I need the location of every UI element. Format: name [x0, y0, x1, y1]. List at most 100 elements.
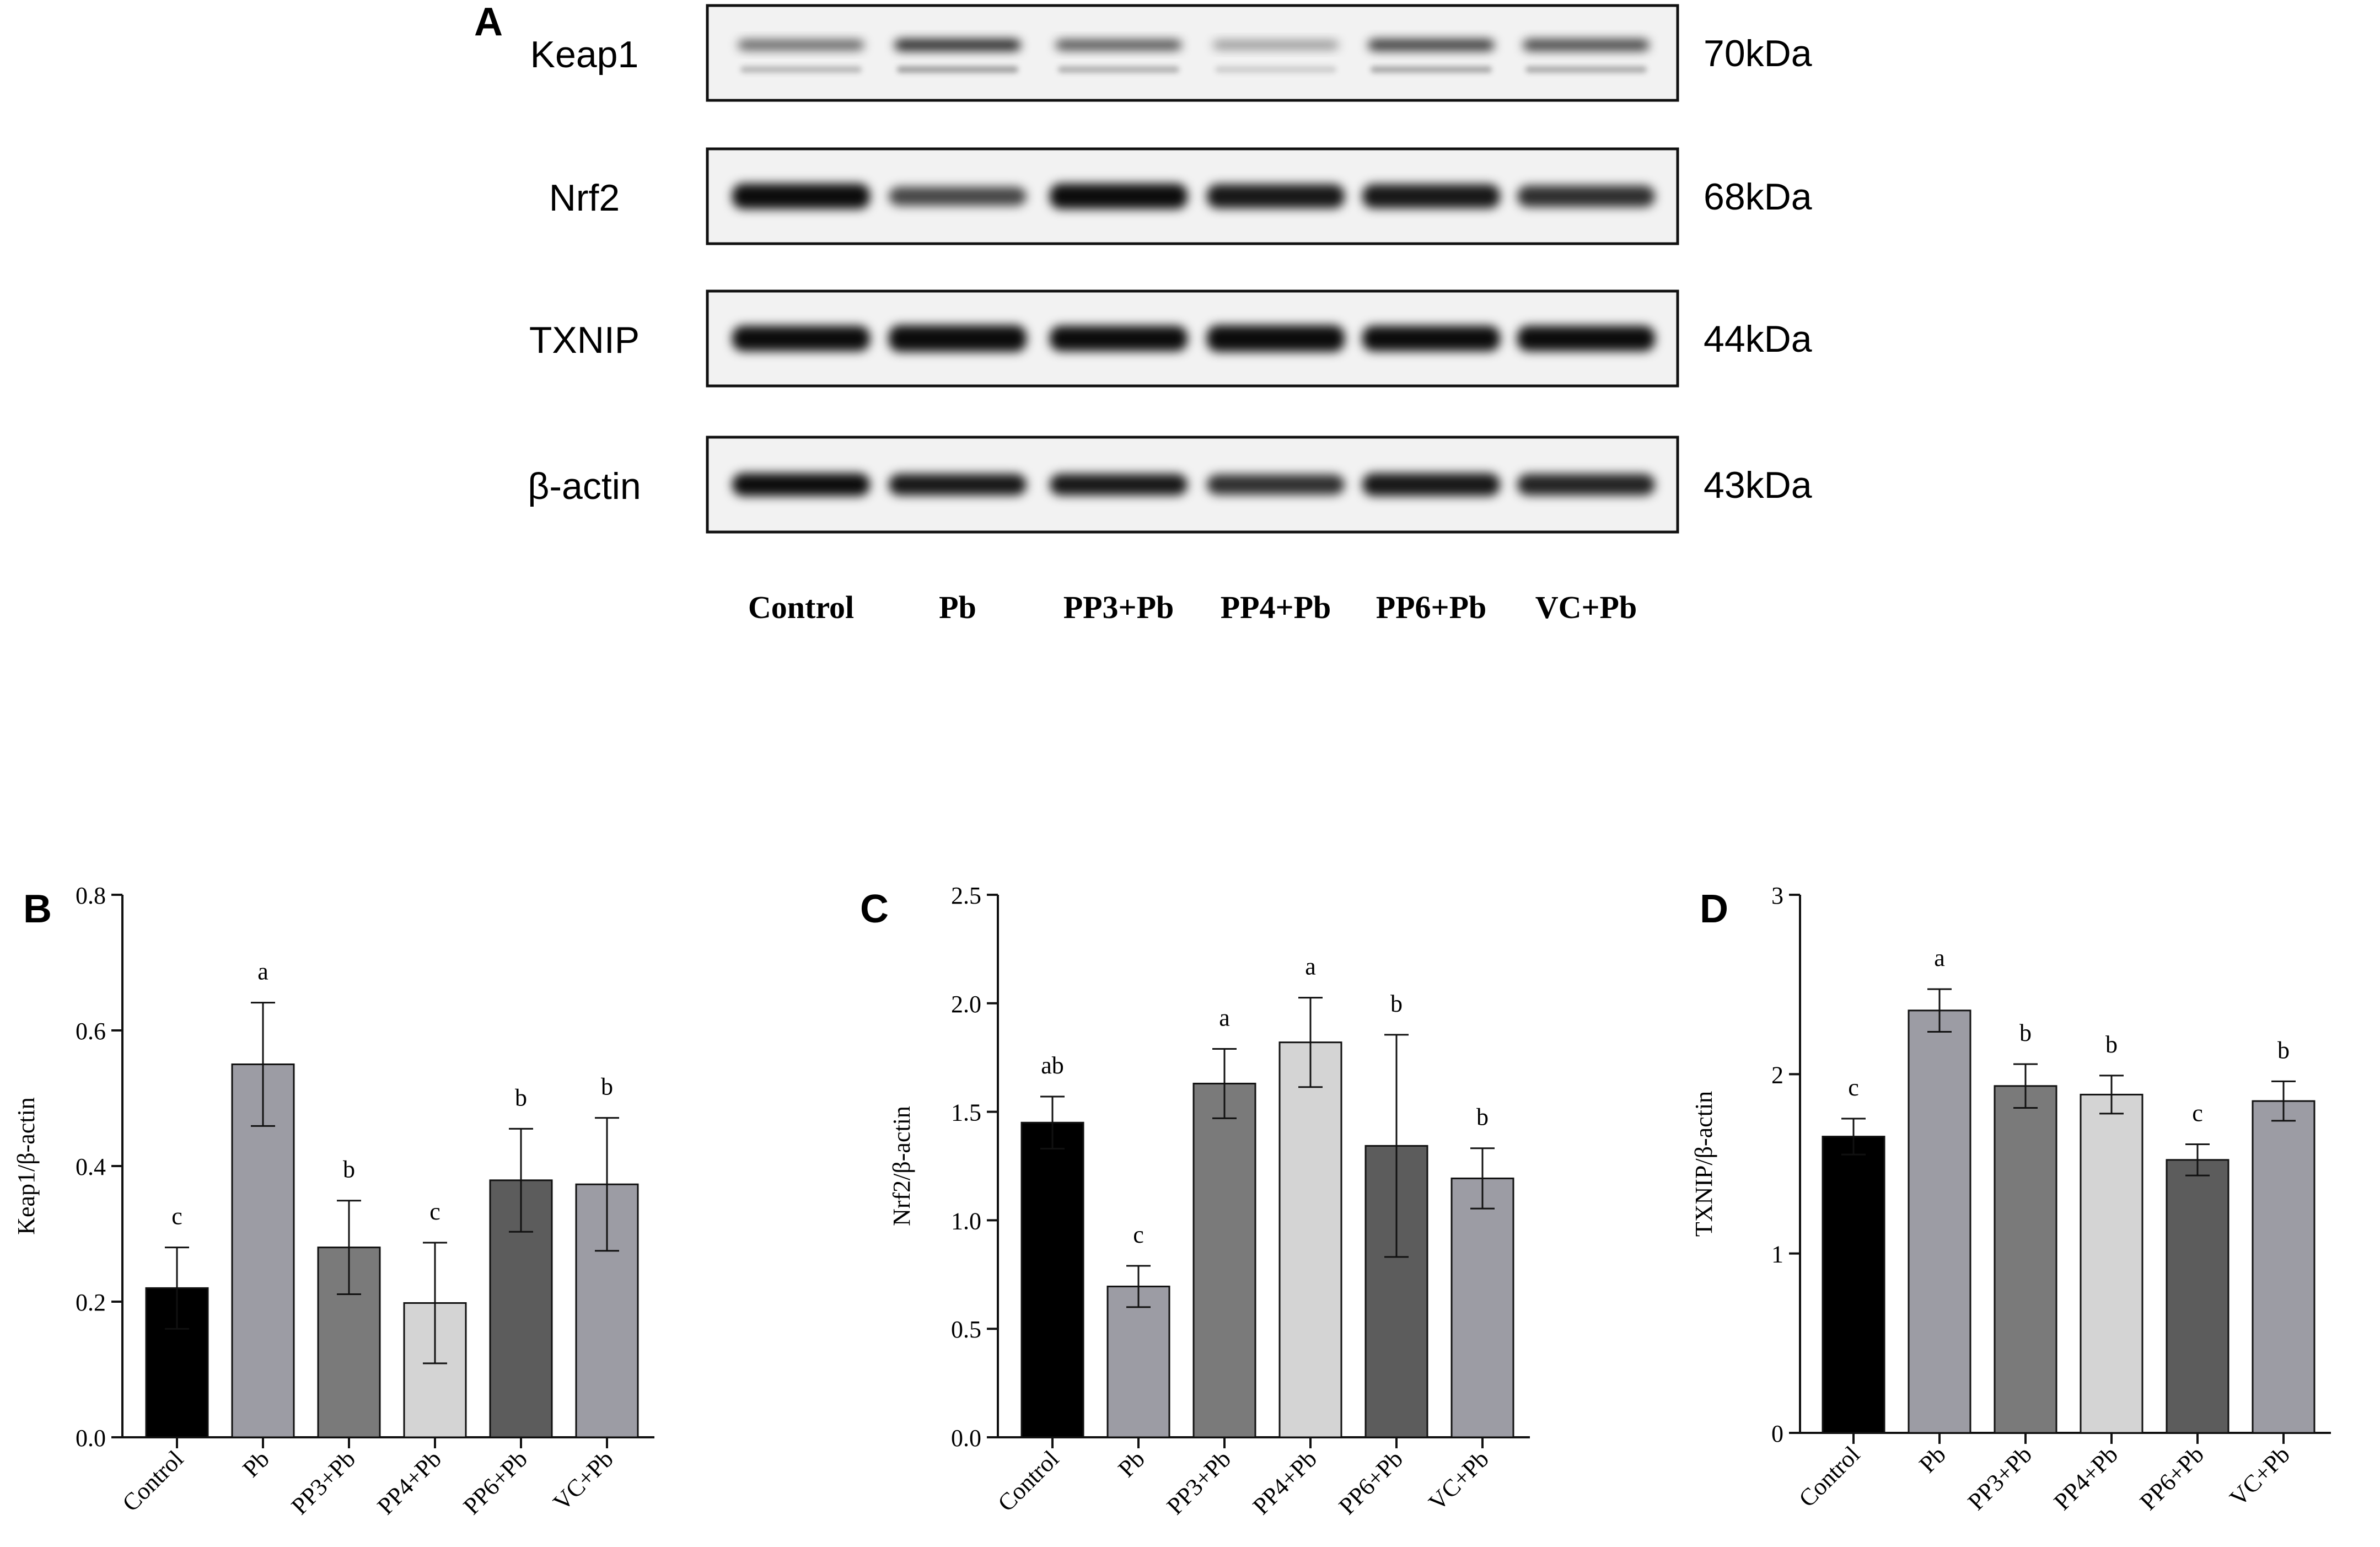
blot-row-actin: β-actin 43kDa [528, 436, 1812, 534]
protein-label: Keap1 [530, 34, 639, 76]
blot-membrane [706, 4, 1679, 102]
molecular-weight-label: 70kDa [1704, 33, 1812, 74]
bar-pp3-pb [317, 1247, 381, 1438]
panel-label-a: A [474, 0, 503, 44]
blot-band [1517, 185, 1655, 207]
y-axis-label: Nrf2/β-actin [888, 1106, 915, 1226]
significance-letter: a [257, 958, 268, 985]
x-tick-label: PP4+Pb [2049, 1441, 2123, 1515]
molecular-weight-label: 68kDa [1704, 176, 1812, 218]
lane-label-pp6-pb: PP6+Pb [1376, 589, 1487, 625]
y-tick-label: 1.0 [951, 1207, 981, 1234]
y-axis-label: TXNIP/β-actin [1690, 1091, 1717, 1237]
x-tick-label: PP4+Pb [1248, 1445, 1322, 1519]
western-blot-panel: A Keap1 70kDa Nrf2 68kDa TXNIP 44kDa β-actin 43… [474, 0, 1812, 625]
bar-control [1822, 1136, 1885, 1434]
blot-band [738, 40, 864, 73]
blot-band [889, 325, 1027, 352]
y-tick-label: 0.2 [76, 1289, 106, 1316]
y-tick-label: 2 [1771, 1061, 1783, 1088]
blot-band [1207, 474, 1345, 495]
x-tick-label: PP6+Pb [1334, 1445, 1408, 1519]
blot-band [1517, 326, 1655, 351]
bar-control [1020, 1121, 1084, 1438]
significance-letter: c [171, 1203, 182, 1230]
y-tick-label: 0.5 [951, 1316, 981, 1343]
blot-band [1050, 474, 1188, 496]
blot-band [894, 39, 1021, 73]
blot-band [1055, 40, 1182, 73]
keap1-bar-chart: B 0.0 0.2 0.4 0.6 0.8 Keap1/β-actin c Control a Pb… [13, 882, 654, 1520]
x-tick-label: PP3+Pb [1963, 1441, 2037, 1515]
x-tick-label: VC+Pb [548, 1445, 619, 1516]
blot-band [889, 474, 1027, 496]
y-tick-label: 1 [1771, 1241, 1783, 1268]
significance-letter: b [601, 1073, 613, 1100]
bar-pp3-pb [1192, 1082, 1256, 1438]
y-axis-label: Keap1/β-actin [13, 1097, 40, 1235]
x-tick-label: VC+Pb [1423, 1445, 1494, 1516]
blot-band [1207, 184, 1345, 208]
protein-label: β-actin [528, 465, 641, 507]
lane-label-pp4-pb: PP4+Pb [1221, 589, 1331, 625]
protein-label: Nrf2 [549, 177, 620, 219]
txnip-bar-chart: D 0 1 2 3 TXNIP/β-actin c Control a Pb b PP3+Pb b PP4… [1690, 882, 2331, 1516]
molecular-weight-label: 43kDa [1704, 464, 1812, 506]
y-tick-label: 0.0 [76, 1425, 106, 1452]
blot-band [1523, 39, 1650, 73]
bar-vc-pb [1450, 1177, 1514, 1438]
blot-band [1362, 326, 1500, 351]
blot-band [1050, 184, 1188, 209]
x-tick-label: Control [117, 1445, 189, 1517]
bar-pb [1106, 1285, 1170, 1438]
significance-letter: b [1390, 990, 1403, 1017]
significance-letter: c [1133, 1221, 1144, 1248]
bar-pp6-pb [2166, 1159, 2229, 1434]
bar-pb [1908, 1009, 1971, 1434]
x-tick-label: PP6+Pb [458, 1445, 533, 1519]
significance-letter: b [1476, 1104, 1489, 1131]
significance-letter: b [2277, 1036, 2290, 1063]
y-tick-label: 3 [1771, 882, 1783, 909]
x-tick-label: Pb [238, 1445, 275, 1482]
lane-label-vc-pb: VC+Pb [1535, 589, 1637, 625]
blot-band [732, 473, 870, 496]
blot-band [889, 186, 1027, 206]
blot-band [1368, 39, 1495, 73]
bar-vc-pb [2252, 1100, 2315, 1434]
significance-letter: b [2019, 1019, 2032, 1046]
x-tick-label: PP3+Pb [286, 1445, 361, 1519]
bar-pp3-pb [1994, 1085, 2057, 1434]
y-tick-label: 0 [1771, 1420, 1783, 1447]
significance-letter: b [343, 1156, 355, 1183]
blot-band [1212, 40, 1339, 73]
x-tick-label: Control [992, 1445, 1064, 1517]
panel-label-b: B [23, 887, 52, 931]
panel-label-d: D [1700, 887, 1728, 931]
significance-letter: b [515, 1084, 527, 1111]
protein-label: TXNIP [529, 319, 640, 361]
x-tick-label: Pb [1914, 1441, 1952, 1478]
nrf2-bar-chart: C0.00.51.01.52.02.5Nrf2/β-actinabControl… [860, 882, 1530, 1520]
panel-label-c: C [860, 887, 889, 931]
blot-row-nrf2: Nrf2 68kDa [549, 147, 1812, 245]
blot-row-keap1: Keap1 70kDa [530, 4, 1812, 102]
blot-band [1207, 325, 1345, 352]
blot-band [1050, 326, 1188, 351]
significance-letter: b [2105, 1031, 2118, 1058]
significance-letter: c [429, 1198, 440, 1225]
significance-letter: c [1848, 1074, 1859, 1101]
y-tick-label: 2.5 [951, 882, 981, 909]
x-tick-label: PP3+Pb [1162, 1445, 1236, 1519]
blot-band [1362, 184, 1500, 208]
bar-pp4-pb [2080, 1093, 2143, 1434]
molecular-weight-label: 44kDa [1704, 318, 1812, 360]
y-tick-label: 0.0 [951, 1425, 981, 1452]
blot-band [1517, 474, 1655, 496]
significance-letter: ab [1041, 1052, 1064, 1079]
blot-band [732, 326, 870, 351]
x-tick-label: PP4+Pb [372, 1445, 447, 1519]
blot-band [1362, 473, 1500, 496]
blot-band [732, 184, 870, 209]
